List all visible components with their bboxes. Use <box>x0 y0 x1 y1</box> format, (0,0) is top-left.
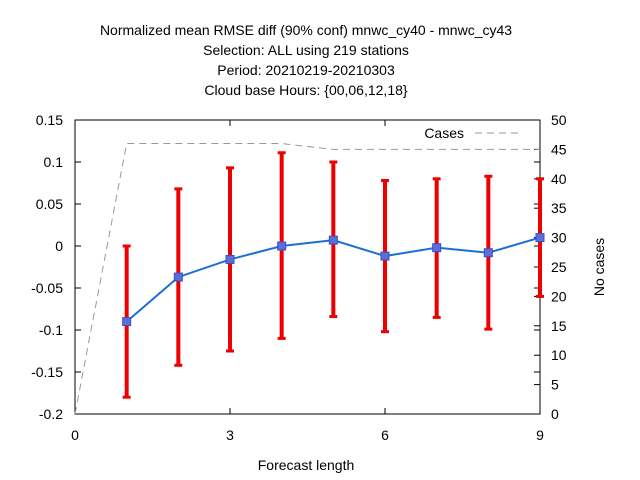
data-point <box>277 241 287 251</box>
data-point <box>122 317 132 327</box>
y2-tick-label: 0 <box>551 406 559 422</box>
y2-axis-label: No cases <box>591 238 607 296</box>
y2-tick-label: 50 <box>551 112 567 128</box>
x-axis-label: Forecast length <box>258 457 355 473</box>
y2-tick-label: 35 <box>551 200 567 216</box>
chart-title: Normalized mean RMSE diff (90% conf) mnw… <box>100 22 512 98</box>
error-bars <box>122 151 544 399</box>
legend-label-cases: Cases <box>424 125 464 141</box>
title-line-1: Normalized mean RMSE diff (90% conf) mnw… <box>100 22 512 38</box>
y2-tick-label: 45 <box>551 141 567 157</box>
x-tick-label: 9 <box>536 427 544 443</box>
data-point <box>328 235 338 245</box>
y-tick-label: -0.1 <box>39 322 63 338</box>
data-points <box>122 233 545 327</box>
y2-tick-label: 30 <box>551 230 567 246</box>
y-tick-label: 0.05 <box>36 196 63 212</box>
data-point <box>380 251 390 261</box>
cases-line <box>74 143 540 415</box>
plot-frame <box>74 119 541 415</box>
legend: Cases <box>424 125 521 141</box>
y2-tick-label: 25 <box>551 259 567 275</box>
y-tick-label: 0.1 <box>44 154 64 170</box>
y-tick-label: 0 <box>55 238 63 254</box>
y2-tick-label: 15 <box>551 318 567 334</box>
y-tick-label: -0.2 <box>39 406 63 422</box>
data-point <box>432 243 442 253</box>
y2-tick-label: 10 <box>551 347 567 363</box>
data-point <box>483 248 493 258</box>
y-tick-label: 0.15 <box>36 112 63 128</box>
x-tick-label: 3 <box>226 427 234 443</box>
y-tick-label: -0.05 <box>31 280 63 296</box>
data-point <box>535 233 545 243</box>
title-line-2: Selection: ALL using 219 stations <box>203 42 409 58</box>
cases-layer <box>74 143 540 415</box>
x-tick-label: 0 <box>71 427 79 443</box>
title-line-3: Period: 20210219-20210303 <box>217 62 395 78</box>
data-point <box>173 272 183 282</box>
data-point <box>225 254 235 264</box>
title-line-4: Cloud base Hours: {00,06,12,18} <box>204 82 407 98</box>
y2-tick-label: 5 <box>551 377 559 393</box>
y-tick-label: -0.15 <box>31 364 63 380</box>
x-tick-label: 6 <box>381 427 389 443</box>
y2-tick-label: 20 <box>551 288 567 304</box>
y2-tick-label: 40 <box>551 171 567 187</box>
axes: -0.2 -0.15 -0.1 -0.05 0 0.05 0.1 0.15 0 5 10 15 20 25… <box>31 112 567 443</box>
